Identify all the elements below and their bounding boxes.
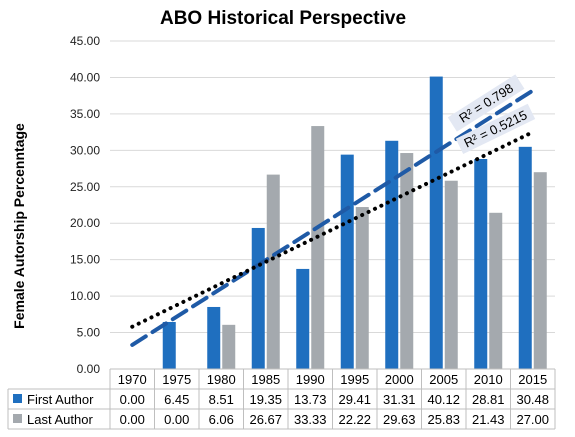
data-table: 1970 1975 1980 1985 1990 1995 2000 2005 2010 2015… bbox=[7, 368, 556, 430]
bars bbox=[162, 76, 547, 370]
r2-label-background bbox=[447, 74, 525, 132]
y-tick-label: 5.00 bbox=[77, 326, 101, 340]
table-cell-value: 8.51 bbox=[209, 392, 234, 407]
last-author-bar bbox=[444, 180, 458, 369]
last-author-bar bbox=[311, 126, 325, 369]
y-tick-label: 10.00 bbox=[70, 289, 100, 303]
first-author-bar bbox=[429, 76, 443, 370]
first-author-bar bbox=[207, 306, 221, 369]
last-author-bar bbox=[400, 153, 414, 369]
category-label: 1985 bbox=[251, 372, 280, 387]
table-cell-value: 0.00 bbox=[164, 412, 189, 427]
legend-swatch bbox=[13, 394, 22, 403]
table-cell-value: 30.48 bbox=[516, 392, 549, 407]
first-author-bar bbox=[518, 146, 532, 369]
category-label: 2005 bbox=[429, 372, 458, 387]
table-cell-value: 26.67 bbox=[249, 412, 282, 427]
gridlines bbox=[110, 40, 555, 370]
legend-label: First Author bbox=[27, 392, 94, 407]
table-cell-value: 0.00 bbox=[120, 412, 145, 427]
table-cell-value: 21.43 bbox=[472, 412, 505, 427]
table-cell-value: 29.63 bbox=[383, 412, 416, 427]
first-author-bar bbox=[162, 321, 176, 369]
legend-label: Last Author bbox=[27, 412, 93, 427]
y-tick-label: 25.00 bbox=[70, 180, 100, 194]
table-cell-value: 19.35 bbox=[249, 392, 282, 407]
last-author-bar bbox=[355, 207, 369, 369]
table-cell-value: 28.81 bbox=[472, 392, 505, 407]
y-tick-label: 30.00 bbox=[70, 143, 100, 157]
category-label: 1970 bbox=[118, 372, 147, 387]
y-axis-label: Female Autorship Percenntage bbox=[11, 123, 27, 329]
first-author-bar bbox=[296, 268, 310, 369]
y-tick-label: 15.00 bbox=[70, 253, 100, 267]
trendline-last-author bbox=[130, 130, 535, 329]
table-cell-value: 22.22 bbox=[338, 412, 371, 427]
r2-label-background bbox=[455, 103, 536, 154]
table-cell-value: 13.73 bbox=[294, 392, 327, 407]
last-author-bar bbox=[222, 324, 236, 369]
table-cell-value: 27.00 bbox=[516, 412, 549, 427]
y-tick-label: 40.00 bbox=[70, 70, 100, 84]
table-cell-value: 6.45 bbox=[164, 392, 189, 407]
category-label: 2010 bbox=[474, 372, 503, 387]
category-label: 1995 bbox=[340, 372, 369, 387]
category-label: 2000 bbox=[385, 372, 414, 387]
table-cell-value: 0.00 bbox=[120, 392, 145, 407]
first-author-bar bbox=[251, 227, 265, 369]
first-author-bar bbox=[340, 154, 354, 369]
y-tick-label: 35.00 bbox=[70, 107, 100, 121]
table-cell-value: 40.12 bbox=[427, 392, 460, 407]
y-tick-label: 45.00 bbox=[70, 34, 100, 48]
last-author-bar bbox=[533, 172, 547, 369]
trendline-first-author bbox=[130, 88, 535, 347]
category-label: 2015 bbox=[518, 372, 547, 387]
category-label: 1975 bbox=[162, 372, 191, 387]
last-author-bar bbox=[266, 174, 280, 369]
table-cell-value: 6.06 bbox=[209, 412, 234, 427]
y-tick-label: 20.00 bbox=[70, 216, 100, 230]
table-cell-value: 33.33 bbox=[294, 412, 327, 427]
category-label: 1990 bbox=[296, 372, 325, 387]
table-cell-value: 31.31 bbox=[383, 392, 416, 407]
table-cell-value: 29.41 bbox=[338, 392, 371, 407]
y-axis-ticks: 0.00 5.00 10.00 15.00 20.00 25.00 30.00 35.00 40… bbox=[70, 34, 100, 376]
table-cell-value: 25.83 bbox=[427, 412, 460, 427]
y-tick-label: 0.00 bbox=[77, 362, 101, 376]
legend-swatch bbox=[13, 414, 22, 423]
last-author-bar bbox=[489, 212, 503, 369]
category-label: 1980 bbox=[207, 372, 236, 387]
first-author-bar bbox=[474, 159, 488, 369]
chart-title: ABO Historical Perspective bbox=[160, 8, 406, 29]
